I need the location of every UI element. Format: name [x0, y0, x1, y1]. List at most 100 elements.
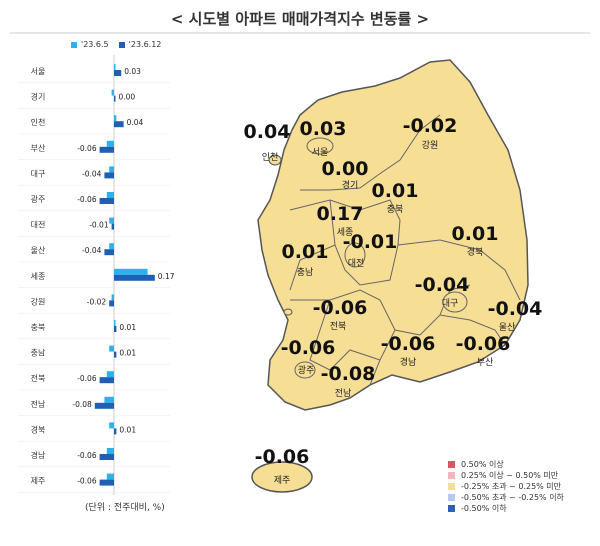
category-label: 경북: [31, 424, 46, 434]
category-label: 대전: [31, 220, 46, 230]
legend-label-prev: '23.6.5: [81, 40, 109, 49]
data-label: 0.01: [119, 323, 136, 332]
region-name: 강원: [422, 140, 439, 151]
region-value: 0.00: [322, 158, 369, 180]
data-label: 0.01: [119, 425, 136, 434]
region-value: -0.06: [381, 333, 436, 355]
legend-row: -0.25% 초과 ~ 0.25% 미만: [448, 481, 564, 492]
category-label: 광주: [31, 194, 46, 204]
category-label: 부산: [31, 143, 46, 153]
bar-prev-week: [106, 371, 114, 378]
region-name: 부산: [477, 357, 494, 368]
region-name: 경기: [342, 179, 359, 191]
bar-prev-week: [106, 140, 114, 147]
region-value: -0.06: [456, 333, 511, 355]
region-value: -0.06: [281, 337, 336, 359]
data-label: 0.00: [119, 93, 136, 102]
legend-label-3: -0.25% 초과 ~ 0.25% 미만: [461, 482, 562, 491]
region-name: 대구: [442, 298, 459, 309]
category-label: 강원: [31, 296, 46, 306]
map-incheon-island: [268, 154, 282, 166]
data-label: 0.04: [127, 118, 144, 127]
bar-prev-week: [114, 268, 148, 275]
region-name: 제주: [274, 475, 291, 486]
region-name: 경남: [400, 356, 417, 368]
category-label: 세종: [31, 272, 46, 281]
bar-curr-week: [114, 326, 117, 332]
category-label: 인천: [31, 117, 46, 127]
region-name: 울산: [499, 322, 516, 333]
region-value: 0.17: [317, 203, 364, 225]
category-label: 충남: [31, 349, 46, 358]
region-name: 서울: [312, 147, 329, 158]
region-name: 대전: [348, 258, 365, 269]
data-label: -0.04: [82, 169, 102, 178]
region-value: 0.01: [372, 180, 419, 202]
map-daejeon: [344, 242, 366, 268]
category-label: 경남: [31, 450, 46, 460]
bar-curr-week: [99, 479, 114, 486]
legend-swatch-3: [448, 483, 455, 490]
series-legend: '23.6.5 '23.6.12: [67, 40, 161, 49]
region-value: -0.02: [403, 115, 458, 137]
data-label: 0.03: [124, 67, 141, 76]
bar-curr-week: [114, 70, 122, 76]
bar-curr-week: [109, 300, 114, 307]
data-label: -0.06: [77, 195, 97, 204]
data-label: -0.02: [87, 297, 107, 306]
bar-prev-week: [109, 345, 114, 352]
region-value: -0.01: [343, 231, 398, 253]
color-legend: 0.50% 이상 0.25% 이상 ~ 0.50% 미만 -0.25% 초과 ~…: [448, 459, 564, 514]
map-jeju: [251, 461, 313, 493]
region-name: 인천: [262, 152, 279, 163]
bar-curr-week: [114, 95, 116, 102]
region-value: 0.01: [452, 223, 499, 245]
legend-swatch-4: [448, 494, 455, 501]
legend-row: 0.25% 이상 ~ 0.50% 미만: [448, 470, 564, 481]
bar-prev-week: [111, 89, 114, 96]
region-value: -0.08: [321, 363, 376, 385]
region-name: 경북: [467, 246, 484, 258]
category-label: 대구: [31, 169, 46, 178]
bar-curr-week: [114, 428, 117, 435]
bar-prev-week: [109, 422, 114, 429]
chart-title: < 시도별 아파트 매매가격지수 변동률 >: [10, 6, 590, 34]
bar-prev-week: [106, 192, 114, 198]
category-label: 울산: [31, 245, 46, 255]
bar-prev-week: [109, 243, 114, 250]
category-label: 경기: [31, 92, 46, 102]
region-name: 충북: [387, 204, 404, 215]
bar-curr-week: [99, 146, 114, 153]
bar-prev-week: [109, 166, 114, 173]
data-label: -0.06: [77, 144, 97, 153]
data-label: -0.06: [77, 477, 97, 486]
legend-label-5: -0.50% 이하: [461, 504, 507, 513]
data-label: 0.17: [158, 272, 175, 281]
bar-curr-week: [111, 223, 114, 230]
data-label: -0.01: [89, 221, 109, 230]
region-name: 충남: [297, 267, 314, 278]
bar-curr-week: [114, 121, 124, 128]
legend-label-curr: '23.6.12: [128, 40, 162, 49]
region-value: 0.01: [282, 241, 329, 263]
bar-curr-week: [104, 172, 114, 179]
legend-row: 0.50% 이상: [448, 459, 564, 470]
map-borders: [289, 114, 521, 386]
bar-curr-week: [99, 454, 114, 460]
legend-swatch-1: [448, 461, 455, 468]
bar-curr-week: [104, 249, 114, 256]
data-label: -0.04: [82, 246, 102, 255]
legend-label-2: 0.25% 이상 ~ 0.50% 미만: [461, 471, 559, 480]
bar-prev-week: [111, 294, 114, 301]
region-value: -0.04: [415, 274, 470, 296]
legend-label-1: 0.50% 이상: [461, 460, 504, 469]
category-label: 제주: [31, 477, 46, 486]
region-name: 세종: [337, 227, 354, 238]
legend-swatch-5: [448, 505, 455, 512]
map-gwangju: [294, 361, 316, 379]
bar-prev-week: [114, 115, 117, 122]
legend-swatch-curr: [118, 41, 125, 48]
category-label: 전북: [31, 373, 46, 383]
legend-swatch-2: [448, 472, 455, 479]
